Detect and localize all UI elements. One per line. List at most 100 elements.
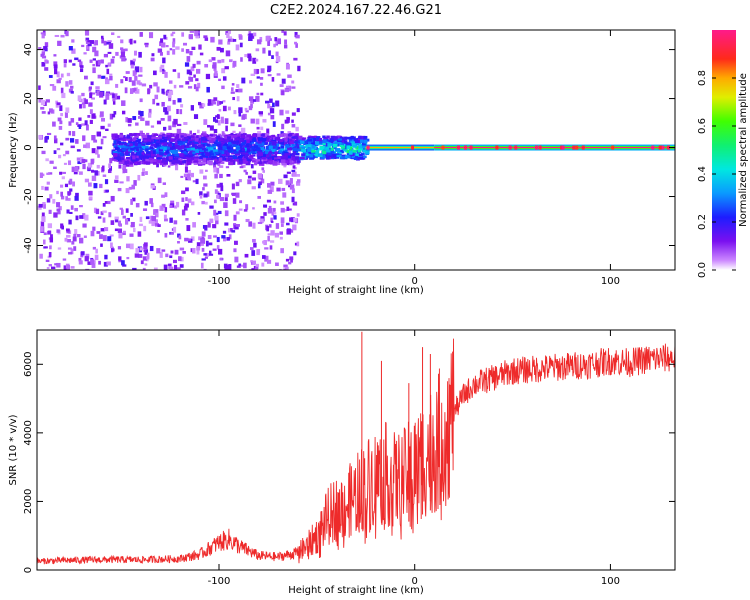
heatmap-cell (279, 84, 284, 88)
heatmap-cell (202, 142, 207, 146)
heatmap-cell (52, 85, 57, 91)
heatmap-cell (148, 112, 152, 118)
heatmap-cell (181, 190, 186, 195)
heatmap-cell (250, 260, 253, 263)
heatmap-cell (288, 157, 292, 161)
heatmap-cell (137, 161, 141, 165)
heatmap-cell (289, 217, 293, 222)
heatmap-cell (216, 245, 220, 250)
heatmap-cell (102, 136, 107, 139)
heatmap-cell (220, 185, 224, 192)
heatmap-cell (292, 124, 295, 127)
heatmap-cell (255, 48, 260, 52)
heatmap-cell (199, 103, 204, 109)
heatmap-cell (253, 242, 257, 248)
heatmap-cell (103, 40, 107, 46)
heatmap-cell (360, 139, 364, 143)
heatmap-cell (169, 255, 173, 259)
heatmap-cell (291, 86, 296, 89)
heatmap-cell (170, 33, 174, 37)
heatmap-cell (87, 40, 91, 43)
heatmap-cell (252, 134, 257, 139)
heatmap-cell (207, 137, 212, 141)
heatmap-cell (259, 146, 265, 151)
heatmap-cell (190, 147, 195, 151)
heatmap-cell (241, 115, 246, 120)
heatmap-cell (205, 152, 210, 157)
heatmap-cell (201, 258, 206, 261)
snr-x-tick-label: -100 (208, 576, 231, 587)
heatmap-cell (163, 161, 168, 165)
heatmap-cell (257, 221, 263, 225)
heatmap-cell (136, 80, 141, 85)
heatmap-cell (214, 215, 219, 221)
heatmap-cell (341, 138, 346, 142)
heatmap-cell (112, 56, 116, 59)
heatmap-cell (259, 112, 263, 117)
heatmap-cell (221, 155, 226, 158)
heatmap-cell (238, 88, 243, 93)
heatmap-cell (196, 60, 201, 65)
heatmap-cell (213, 235, 217, 238)
heatmap-cell (107, 200, 111, 205)
heatmap-cell (152, 160, 158, 165)
heatmap-cell (335, 143, 340, 147)
heatmap-cell (293, 57, 298, 61)
heatmap-cell (251, 177, 256, 181)
heatmap-cell (200, 145, 206, 149)
heatmap-cell (169, 204, 173, 209)
heatmap-cell (62, 258, 67, 261)
heatmap-cell (171, 142, 177, 147)
heatmap-cell (270, 220, 274, 223)
heatmap-cell (572, 145, 576, 150)
snr-frame (36, 329, 676, 571)
heatmap-cell (203, 135, 208, 139)
heatmap-cell (56, 190, 59, 195)
heatmap-cell (238, 143, 243, 147)
heatmap-cell (232, 39, 237, 42)
heatmap-cell (144, 137, 148, 141)
heatmap-cell (172, 99, 176, 105)
heatmap-cell (215, 151, 219, 155)
heatmap-cell (111, 136, 115, 140)
heatmap-cell (146, 151, 151, 154)
heatmap-cell (127, 123, 132, 127)
heatmap-cell (162, 133, 166, 136)
heatmap-cell (227, 136, 231, 139)
heatmap-cell (185, 137, 189, 140)
heatmap-cell (213, 116, 216, 122)
heatmap-cell (189, 151, 193, 156)
heatmap-cell (201, 200, 205, 205)
heatmap-cell (225, 166, 230, 169)
heatmap-cell (196, 246, 201, 251)
heatmap-cell (138, 253, 143, 258)
heatmap-cell (83, 144, 87, 148)
heatmap-cell (288, 138, 293, 142)
heatmap-cell (220, 116, 224, 121)
heatmap-cell (154, 209, 159, 214)
heatmap-cell (336, 152, 342, 156)
heatmap-cell (186, 225, 191, 232)
heatmap-cell (216, 141, 221, 144)
heatmap-cell (321, 150, 327, 155)
heatmap-cell (73, 171, 78, 175)
heatmap-cell (134, 253, 140, 258)
heatmap-cell (256, 126, 260, 130)
heatmap-cell (296, 174, 301, 177)
heatmap-cell (84, 120, 88, 126)
heatmap-cell (192, 247, 196, 254)
heatmap-cell (340, 146, 346, 149)
heatmap-cell (143, 249, 147, 253)
heatmap-cell (102, 217, 106, 223)
heatmap-cell (111, 248, 115, 252)
heatmap-cell (214, 119, 218, 123)
heatmap-cell (234, 225, 239, 230)
heatmap-cell (227, 30, 232, 34)
heatmap-cell (219, 137, 224, 142)
heatmap-cell (295, 156, 299, 160)
heatmap-cell (272, 121, 276, 127)
heatmap-cell (279, 109, 284, 116)
heatmap-cell (218, 108, 222, 112)
heatmap-cell (139, 130, 143, 135)
